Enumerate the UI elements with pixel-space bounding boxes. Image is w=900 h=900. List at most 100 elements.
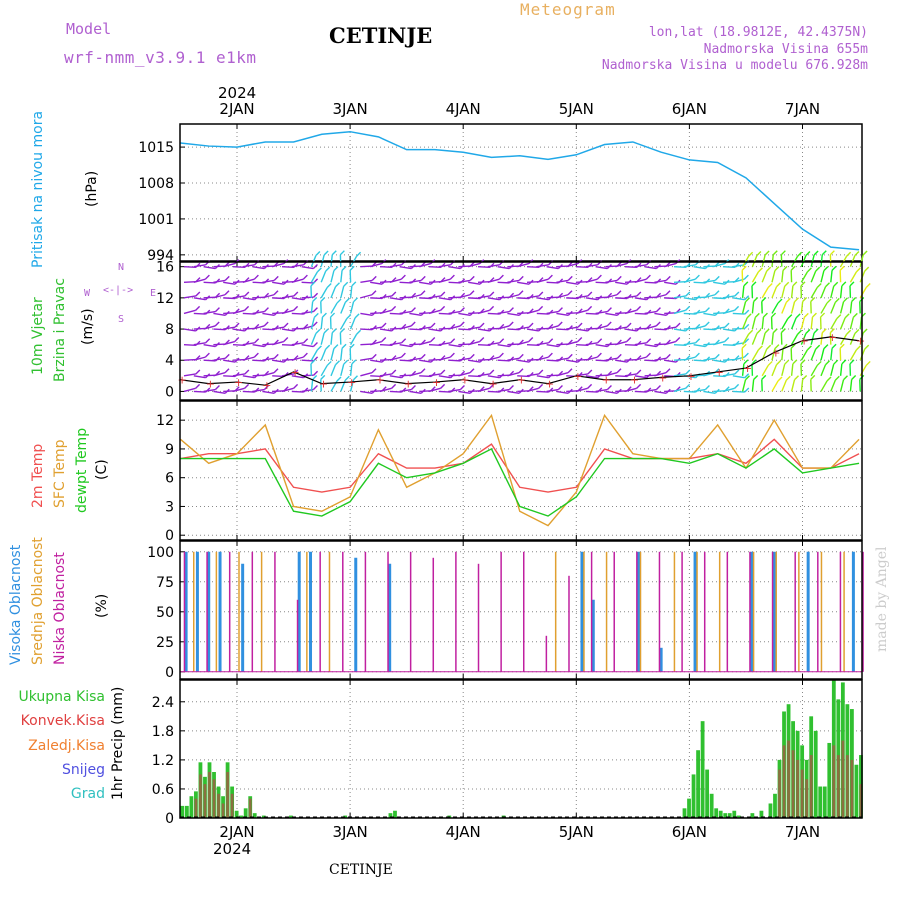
y-tick-label: 1015 [138, 140, 174, 156]
wind-barb [790, 301, 796, 314]
panel-frame [179, 679, 863, 819]
wind-barb-flag [205, 338, 211, 344]
wind-barb [242, 264, 255, 268]
wind-barb-flag [391, 291, 397, 297]
wind-barb [741, 379, 747, 392]
wind-barb-flag [815, 266, 821, 272]
y-tick-label: 4 [165, 353, 174, 369]
wind-barb [320, 270, 327, 283]
wind-barb-flag [440, 383, 446, 389]
wind-barb [340, 348, 343, 361]
wind-barb [281, 309, 294, 315]
wind-barb [615, 359, 628, 363]
wind-barb [193, 278, 206, 283]
total-precip-bar [261, 815, 266, 818]
wind-barb-flag [841, 281, 847, 287]
bottom-day-label: 3JAN [333, 823, 368, 841]
wind-barb-flag [371, 290, 377, 296]
wind-barb [654, 357, 667, 361]
total-precip-bar [822, 786, 827, 818]
total-precip-bar [768, 803, 773, 818]
wind-barb [517, 281, 530, 285]
wind-gust-marker: + [177, 374, 186, 387]
wind-barb-flag [538, 305, 544, 311]
wind-gust-marker: + [828, 331, 837, 344]
wind-barb-flag [335, 282, 340, 288]
wind-barb-flag [312, 385, 318, 391]
wind-barb [830, 318, 838, 330]
wind-barb-flag [547, 274, 553, 280]
panel-2: 0 4 8 12 16 + + + + + + + + + + + + + + + + + + + + + + + + + [156, 250, 871, 401]
wind-barb [839, 285, 843, 298]
wind-barb [370, 359, 383, 363]
wind-barb [517, 359, 530, 363]
wind-barb [703, 390, 716, 394]
wind-barb [546, 310, 559, 315]
total-precip-bar [682, 808, 687, 818]
y-tick-label: 1008 [138, 176, 174, 192]
wind-barb-flag [825, 360, 830, 366]
wind-barb [722, 328, 735, 332]
wind-barb [281, 328, 294, 332]
wind-barb-flag [341, 265, 347, 271]
wind-barb-flag [587, 291, 593, 297]
wind-barb-flag [518, 368, 524, 374]
wind-barb-flag [420, 290, 426, 296]
wind-barb [399, 388, 412, 393]
wind-barb [487, 278, 500, 283]
wind-barb-flag [774, 344, 780, 350]
wind-barb [790, 317, 797, 330]
wind-barb-flag [489, 291, 495, 297]
wind-barb-flag [833, 281, 839, 287]
wind-barb [349, 363, 353, 376]
wind-barb-flag [449, 352, 455, 358]
wind-barb-flag [675, 337, 681, 343]
wind-barb-flag [753, 374, 759, 380]
wind-barb-flag [224, 275, 230, 281]
wind-barb [644, 388, 657, 393]
wind-barb-flag [734, 291, 740, 297]
wind-gust-marker: + [658, 371, 667, 384]
wind-barb [203, 265, 216, 270]
total-precip-bar [705, 769, 710, 818]
wind-barb [713, 340, 725, 346]
wind-barb [536, 297, 549, 301]
wind-barb-flag [821, 250, 827, 256]
wind-barb-flag [834, 375, 840, 381]
wind-barb [839, 379, 845, 392]
wind-barb-flag [195, 369, 201, 375]
wind-gust-marker: + [319, 378, 328, 391]
wind-barb [379, 373, 392, 377]
wind-barb [291, 264, 304, 268]
wind-barb [790, 379, 796, 392]
wind-barb [624, 387, 637, 393]
wind-gust-marker: + [715, 366, 724, 379]
bottom-year-label: 2024 [213, 840, 252, 858]
wind-barb [409, 294, 422, 299]
convective-precip-bar [212, 779, 216, 818]
convective-precip-bar [199, 774, 202, 818]
wind-barb-flag [813, 328, 819, 334]
wind-barb [223, 281, 236, 285]
wind-barb [859, 365, 867, 377]
wind-barb-flag [844, 313, 850, 319]
wind-barb-flag [821, 328, 827, 334]
wind-barb-flag [354, 313, 360, 319]
wind-barb [517, 326, 530, 330]
wind-barb [301, 281, 314, 284]
wind-barb-flag [528, 337, 534, 343]
wind-barb [781, 348, 784, 361]
wind-barb [732, 375, 745, 379]
y-tick-label: 12 [156, 291, 174, 307]
top-day-label: 5JAN [559, 100, 594, 118]
wind-barb-flag [776, 282, 781, 288]
wind-barb [693, 325, 706, 330]
wind-barb [800, 349, 809, 361]
wind-barb [820, 270, 825, 283]
wind-barb-flag [349, 265, 355, 271]
panel-4: 0 25 50 75 100 [147, 540, 864, 681]
total-precip-bar [750, 813, 755, 818]
wind-barb-flag [826, 376, 832, 382]
wind-barb [673, 295, 686, 299]
wind-barb-flag [538, 369, 544, 375]
